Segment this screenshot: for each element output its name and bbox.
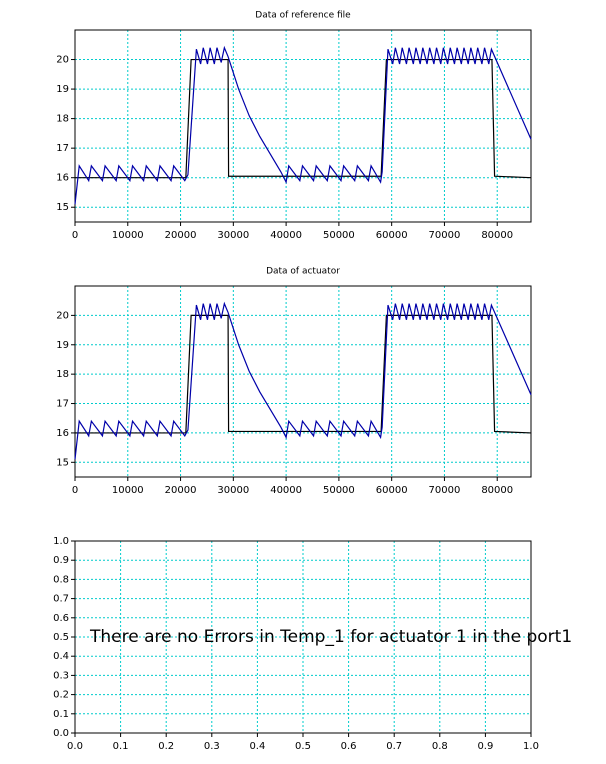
y-tick-label: 0.1 [53, 709, 69, 720]
x-tick-label: 1.0 [523, 741, 539, 752]
x-tick-label: 70000 [429, 230, 461, 241]
x-tick-label: 60000 [376, 485, 408, 496]
y-tick-label: 19 [56, 84, 69, 95]
x-tick-label: 40000 [270, 230, 302, 241]
plot-frame [74, 29, 532, 223]
y-tick-label: 0.6 [53, 613, 69, 624]
x-tick-label: 0.3 [204, 741, 220, 752]
x-tick-label: 10000 [112, 230, 144, 241]
y-tick-label: 1.0 [53, 536, 69, 547]
series-line [74, 301, 532, 460]
x-tick-label: 0.8 [432, 741, 448, 752]
x-tick-label: 0 [72, 485, 78, 496]
y-tick-label: 17 [56, 143, 69, 154]
plot-frame [74, 285, 532, 478]
x-tick-label: 0.6 [341, 741, 357, 752]
series-line [75, 314, 532, 434]
series-line [74, 45, 532, 205]
x-tick-label: 80000 [481, 230, 513, 241]
x-tick-label: 0.5 [295, 741, 311, 752]
x-tick-label: 0.4 [249, 741, 265, 752]
y-tick-label: 16 [56, 428, 69, 439]
y-tick-label: 0.0 [53, 728, 69, 739]
y-tick-label: 20 [56, 310, 69, 321]
x-tick-label: 20000 [165, 230, 197, 241]
annotation: There are no Errors in Temp_1 for actuat… [89, 627, 572, 647]
y-tick-label: 16 [56, 173, 69, 184]
x-tick-label: 20000 [165, 485, 197, 496]
y-tick-label: 0.5 [53, 632, 69, 643]
x-tick-label: 30000 [217, 230, 249, 241]
x-tick-label: 50000 [323, 485, 355, 496]
y-tick-label: 0.7 [53, 594, 69, 605]
y-tick-label: 0.3 [53, 670, 69, 681]
series-line [75, 58, 532, 179]
y-tick-label: 0.8 [53, 574, 69, 585]
y-tick-label: 19 [56, 340, 69, 351]
y-tick-label: 0.2 [53, 690, 69, 701]
x-tick-label: 30000 [217, 485, 249, 496]
x-tick-label: 0.1 [113, 741, 129, 752]
x-tick-label: 70000 [429, 485, 461, 496]
x-tick-label: 80000 [481, 485, 513, 496]
x-tick-label: 40000 [270, 485, 302, 496]
y-tick-label: 0.9 [53, 555, 69, 566]
chart-title: Data of actuator [266, 267, 340, 277]
y-tick-label: 15 [56, 457, 69, 468]
y-tick-label: 17 [56, 399, 69, 410]
y-tick-label: 18 [56, 369, 69, 380]
x-tick-label: 0.0 [67, 741, 83, 752]
chart-title: Data of reference file [255, 11, 351, 21]
y-tick-label: 15 [56, 202, 69, 213]
y-tick-label: 20 [56, 55, 69, 66]
x-tick-label: 60000 [376, 230, 408, 241]
y-tick-label: 18 [56, 114, 69, 125]
plot-frame [74, 540, 532, 734]
x-tick-label: 0 [72, 230, 78, 241]
x-tick-label: 0.7 [386, 741, 402, 752]
x-tick-label: 50000 [323, 230, 355, 241]
x-tick-label: 0.2 [158, 741, 174, 752]
x-tick-label: 0.9 [477, 741, 493, 752]
x-tick-label: 10000 [112, 485, 144, 496]
y-tick-label: 0.4 [53, 651, 69, 662]
